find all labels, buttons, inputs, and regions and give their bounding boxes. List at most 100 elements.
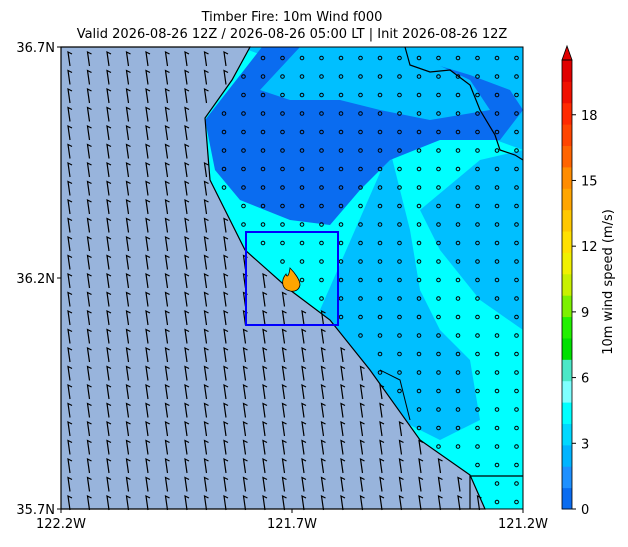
calm-marker [436,425,441,431]
calm-marker [436,111,441,116]
wind-barb [242,494,248,511]
wind-barb [164,420,170,437]
calm-marker [514,370,519,375]
wind-barb [301,439,307,455]
wind-barb [203,328,209,344]
wind-barb [86,272,92,289]
wind-barb [164,309,170,326]
wind-barb [184,143,190,159]
wind-barb [125,50,131,67]
wind-barb [125,383,131,400]
colorbar-band [562,81,572,104]
calm-marker [299,74,305,79]
wind-barb [223,217,229,233]
calm-marker [436,148,441,153]
calm-marker [514,240,519,246]
calm-marker [397,74,402,79]
wind-barb [164,124,170,141]
calm-marker [221,148,227,153]
wind-barb [86,457,92,474]
calm-marker [455,74,461,79]
calm-marker [319,222,324,227]
wind-barb [145,272,151,289]
calm-marker [377,185,383,190]
wind-barb [67,69,73,85]
wind-barb [242,346,248,363]
wind-barb [86,291,92,307]
calm-marker [358,111,363,116]
calm-marker [416,92,422,98]
wind-barb [340,439,346,455]
wind-barb [67,346,73,363]
calm-marker [494,481,500,486]
calm-marker [299,166,305,172]
calm-marker [475,129,480,135]
calm-marker [455,129,461,135]
wind-barb [106,198,112,215]
calm-marker [280,185,285,190]
wind-barb [379,383,385,400]
wind-barb [106,87,112,104]
colorbar-tick-label: 3 [581,437,589,452]
wind-barb [125,235,131,252]
calm-marker [475,277,480,283]
wind-barb [67,217,73,233]
calm-marker [475,314,480,320]
wind-barb [203,272,209,289]
wind-barb [359,383,365,400]
calm-marker [299,277,305,283]
wind-barb [242,457,248,474]
wind-barb [145,365,151,381]
wind-barb [86,235,92,252]
calm-marker [416,388,422,394]
wind-barb [418,494,424,511]
wind-barb [301,457,307,474]
wind-barb [301,420,307,437]
calm-marker [260,203,266,209]
calm-marker [475,222,480,227]
wind-barb [106,254,112,270]
wind-barb [223,476,229,492]
y-tick-label: 35.7N [16,503,55,518]
calm-marker [299,222,305,227]
wind-barb [203,309,209,326]
calm-marker [494,166,500,172]
county-line [469,475,523,509]
calm-marker [416,222,422,227]
calm-marker [397,222,402,227]
wind-barb [106,383,112,400]
calm-marker [455,351,461,357]
wind-barb [223,365,229,381]
wind-barb [145,143,151,159]
colorbar-tick-label: 18 [581,109,598,124]
wind-barb [145,180,151,196]
wind-barb [67,161,73,178]
calm-marker [455,407,461,412]
calm-marker [338,55,344,61]
calm-marker [397,203,402,209]
calm-marker [377,314,383,320]
colorbar-tick-label: 0 [581,503,589,518]
wind-barb [418,439,424,455]
calm-marker [475,203,480,209]
wind-barb [106,457,112,474]
wind-barb [281,365,287,381]
wind-barb [281,476,287,492]
calm-marker [260,166,266,172]
wind-barb [223,235,229,252]
calm-marker [338,74,344,79]
wind-barb [106,69,112,85]
wind-barb [418,457,424,474]
calm-marker [494,203,500,209]
wind-barb [320,383,326,400]
calm-marker [280,92,285,98]
calm-marker [358,277,363,283]
wind-barb [242,328,248,344]
calm-marker [416,277,422,283]
wind-barb [145,420,151,437]
wind-barb [67,476,73,492]
calm-marker [377,74,383,79]
wind-barb [203,457,209,474]
wind-barb [86,309,92,326]
wind-barb [301,346,307,363]
